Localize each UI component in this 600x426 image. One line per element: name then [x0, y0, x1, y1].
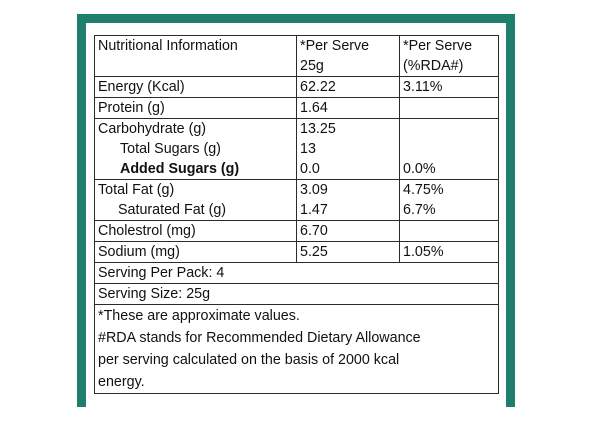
- table-row-serving-size: Serving Size: 25g: [94, 283, 499, 305]
- serving-size: Serving Size: 25g: [94, 283, 499, 305]
- footnote-rda-line2: per serving calculated on the basis of 2…: [98, 352, 400, 368]
- label-frame: Nutritional Information *Per Serve 25g *…: [77, 14, 515, 407]
- fat-rda-values: 4.75% 6.7%: [399, 179, 499, 221]
- energy-per-serve: 62.22: [296, 76, 400, 98]
- header-per-serve-line2: 25g: [300, 58, 324, 74]
- total-fat-per-serve: 3.09: [300, 182, 328, 198]
- header-per-serve: *Per Serve 25g: [296, 35, 400, 77]
- carbohydrate-per-serve: 13.25: [300, 121, 336, 137]
- total-fat-label: Total Fat (g): [98, 182, 175, 198]
- footnotes: *These are approximate values. #RDA stan…: [94, 304, 499, 394]
- header-per-serve-rda: *Per Serve (%RDA#): [399, 35, 499, 77]
- table-row-notes: *These are approximate values. #RDA stan…: [94, 304, 499, 394]
- table-row-fat-group: Total Fat (g) Saturated Fat (g) 3.09 1.4…: [94, 179, 499, 221]
- total-fat-rda: 4.75%: [403, 182, 444, 198]
- fat-labels: Total Fat (g) Saturated Fat (g): [94, 179, 297, 221]
- total-sugars-rda: [403, 139, 495, 159]
- fat-values: 3.09 1.47: [296, 179, 400, 221]
- sodium-per-serve: 5.25: [296, 241, 400, 263]
- carbohydrate-values: 13.25 13 0.0: [296, 118, 400, 180]
- footnote-rda-line1: #RDA stands for Recommended Dietary Allo…: [98, 330, 421, 346]
- table-row-sodium: Sodium (mg) 5.25 1.05%: [94, 241, 499, 263]
- saturated-fat-per-serve: 1.47: [300, 202, 328, 218]
- added-sugars-label: Added Sugars (g): [120, 161, 240, 177]
- label-panel: Nutritional Information *Per Serve 25g *…: [86, 23, 506, 407]
- footnote-rda-line3: energy.: [98, 374, 145, 390]
- carbohydrate-rda-values: 0.0%: [399, 118, 499, 180]
- cholestrol-per-serve: 6.70: [296, 220, 400, 242]
- total-sugars-per-serve: 13: [300, 141, 316, 157]
- total-sugars-label: Total Sugars (g): [120, 141, 221, 157]
- table-row-serving-per-pack: Serving Per Pack: 4: [94, 262, 499, 284]
- energy-label: Energy (Kcal): [94, 76, 297, 98]
- protein-label: Protein (g): [94, 97, 297, 119]
- header-per-serve-line1: *Per Serve: [300, 38, 370, 54]
- cholestrol-rda: [399, 220, 499, 242]
- carbohydrate-label: Carbohydrate (g): [98, 121, 207, 137]
- energy-rda: 3.11%: [399, 76, 499, 98]
- saturated-fat-rda: 6.7%: [403, 202, 436, 218]
- table-row-protein: Protein (g) 1.64: [94, 97, 499, 119]
- header-rda-line2: (%RDA#): [403, 58, 464, 74]
- header-rda-line1: *Per Serve: [403, 38, 473, 54]
- sodium-rda: 1.05%: [399, 241, 499, 263]
- serving-per-pack: Serving Per Pack: 4: [94, 262, 499, 284]
- footnote-approximate: *These are approximate values.: [98, 308, 300, 324]
- protein-per-serve: 1.64: [296, 97, 400, 119]
- table-row-energy: Energy (Kcal) 62.22 3.11%: [94, 76, 499, 98]
- carbohydrate-rda: [403, 119, 495, 139]
- table-row-cholestrol: Cholestrol (mg) 6.70: [94, 220, 499, 242]
- saturated-fat-label: Saturated Fat (g): [118, 202, 227, 218]
- added-sugars-per-serve: 0.0: [300, 161, 320, 177]
- carbohydrate-labels: Carbohydrate (g) Total Sugars (g) Added …: [94, 118, 297, 180]
- sodium-label: Sodium (mg): [94, 241, 297, 263]
- protein-rda: [399, 97, 499, 119]
- table-row-carbohydrate-group: Carbohydrate (g) Total Sugars (g) Added …: [94, 118, 499, 180]
- header-row: Nutritional Information *Per Serve 25g *…: [94, 35, 499, 77]
- header-nutritional-information: Nutritional Information: [94, 35, 297, 77]
- cholestrol-label: Cholestrol (mg): [94, 220, 297, 242]
- nutrition-table: Nutritional Information *Per Serve 25g *…: [94, 35, 499, 394]
- added-sugars-rda: 0.0%: [403, 161, 436, 177]
